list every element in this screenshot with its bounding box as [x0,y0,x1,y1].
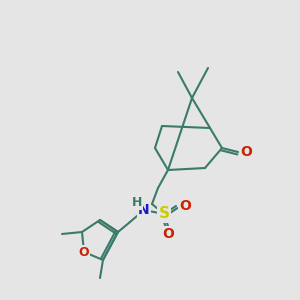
Text: O: O [179,199,191,213]
Text: O: O [162,227,174,241]
Text: O: O [240,145,252,159]
Text: N: N [138,203,150,217]
Text: H: H [132,196,142,208]
Text: S: S [158,206,169,221]
Text: O: O [79,245,89,259]
